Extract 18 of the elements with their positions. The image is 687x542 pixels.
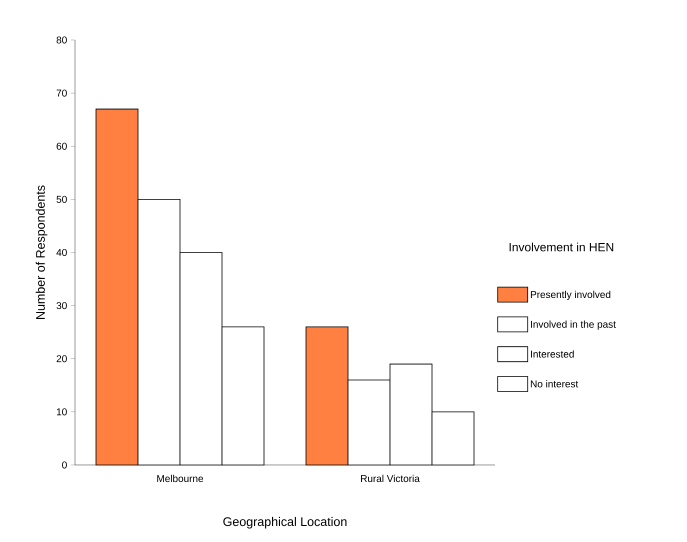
- y-tick-label: 80: [56, 36, 67, 44]
- legend-label: Interested: [531, 350, 574, 358]
- legend-label: Involved in the past: [531, 320, 616, 330]
- y-tick-label: 10: [56, 408, 67, 416]
- y-tick-label: 70: [56, 90, 67, 97]
- y-tick-label: 20: [56, 355, 67, 362]
- legend-label: No interest: [530, 380, 578, 388]
- x-tick-label: Melbourne: [157, 474, 204, 482]
- y-axis-title: Number of Respondents: [36, 185, 48, 319]
- x-axis-title: Geographical Location: [223, 516, 346, 529]
- legend-label: Presently involved: [530, 290, 610, 300]
- y-tick-label: 0: [62, 461, 67, 469]
- y-tick-label: 40: [56, 248, 67, 256]
- legend-title: Involvement in HEN: [510, 242, 614, 252]
- x-tick-label: Rural Victoria: [361, 474, 420, 482]
- y-tick-label: 50: [56, 196, 67, 203]
- y-tick-label: 30: [56, 302, 67, 310]
- y-tick-label: 60: [56, 142, 67, 150]
